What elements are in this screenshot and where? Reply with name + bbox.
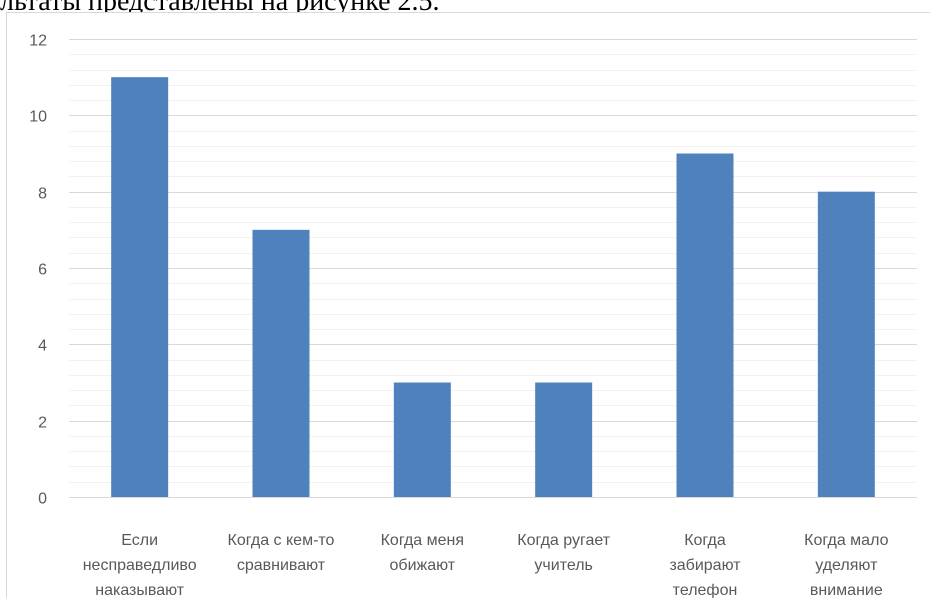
x-category-label: обижают: [390, 557, 456, 574]
bar: [535, 382, 593, 497]
x-category-label: сравнивают: [237, 557, 326, 574]
x-category-label: наказывают: [95, 582, 185, 598]
y-tick-label: 8: [38, 186, 47, 203]
chart-area: 0 2 4 6 8 10 12 Если несправедливо наказывают Когд…: [6, 12, 930, 598]
x-category-label: внимание: [810, 582, 883, 598]
x-category-label: Если: [121, 532, 158, 549]
x-category-label: Когда меня: [381, 532, 464, 549]
bar: [252, 229, 310, 498]
x-category-label: телефон: [673, 582, 738, 598]
y-tick-label: 12: [29, 33, 47, 50]
bar: [676, 153, 734, 497]
x-category-label: несправедливо: [83, 557, 197, 574]
bar: [111, 77, 169, 498]
y-tick-label: 0: [38, 491, 47, 508]
x-category-label: забирают: [669, 557, 741, 574]
bar: [393, 382, 451, 497]
x-category-label: Когда мало: [804, 532, 888, 549]
x-category-label: Когда: [684, 532, 726, 549]
y-tick-label: 2: [38, 415, 47, 432]
y-tick-label: 10: [29, 109, 47, 126]
bar: [817, 191, 875, 497]
y-tick-label: 4: [38, 338, 47, 355]
bar-chart: 0 2 4 6 8 10 12 Если несправедливо наказывают Когд…: [29, 33, 917, 598]
x-category-label: Когда ругает: [517, 532, 610, 549]
y-tick-label: 6: [38, 262, 47, 279]
x-category-label: уделяют: [815, 557, 878, 574]
x-category-label: Когда с кем-то: [228, 532, 335, 549]
x-category-label: учитель: [534, 557, 592, 574]
